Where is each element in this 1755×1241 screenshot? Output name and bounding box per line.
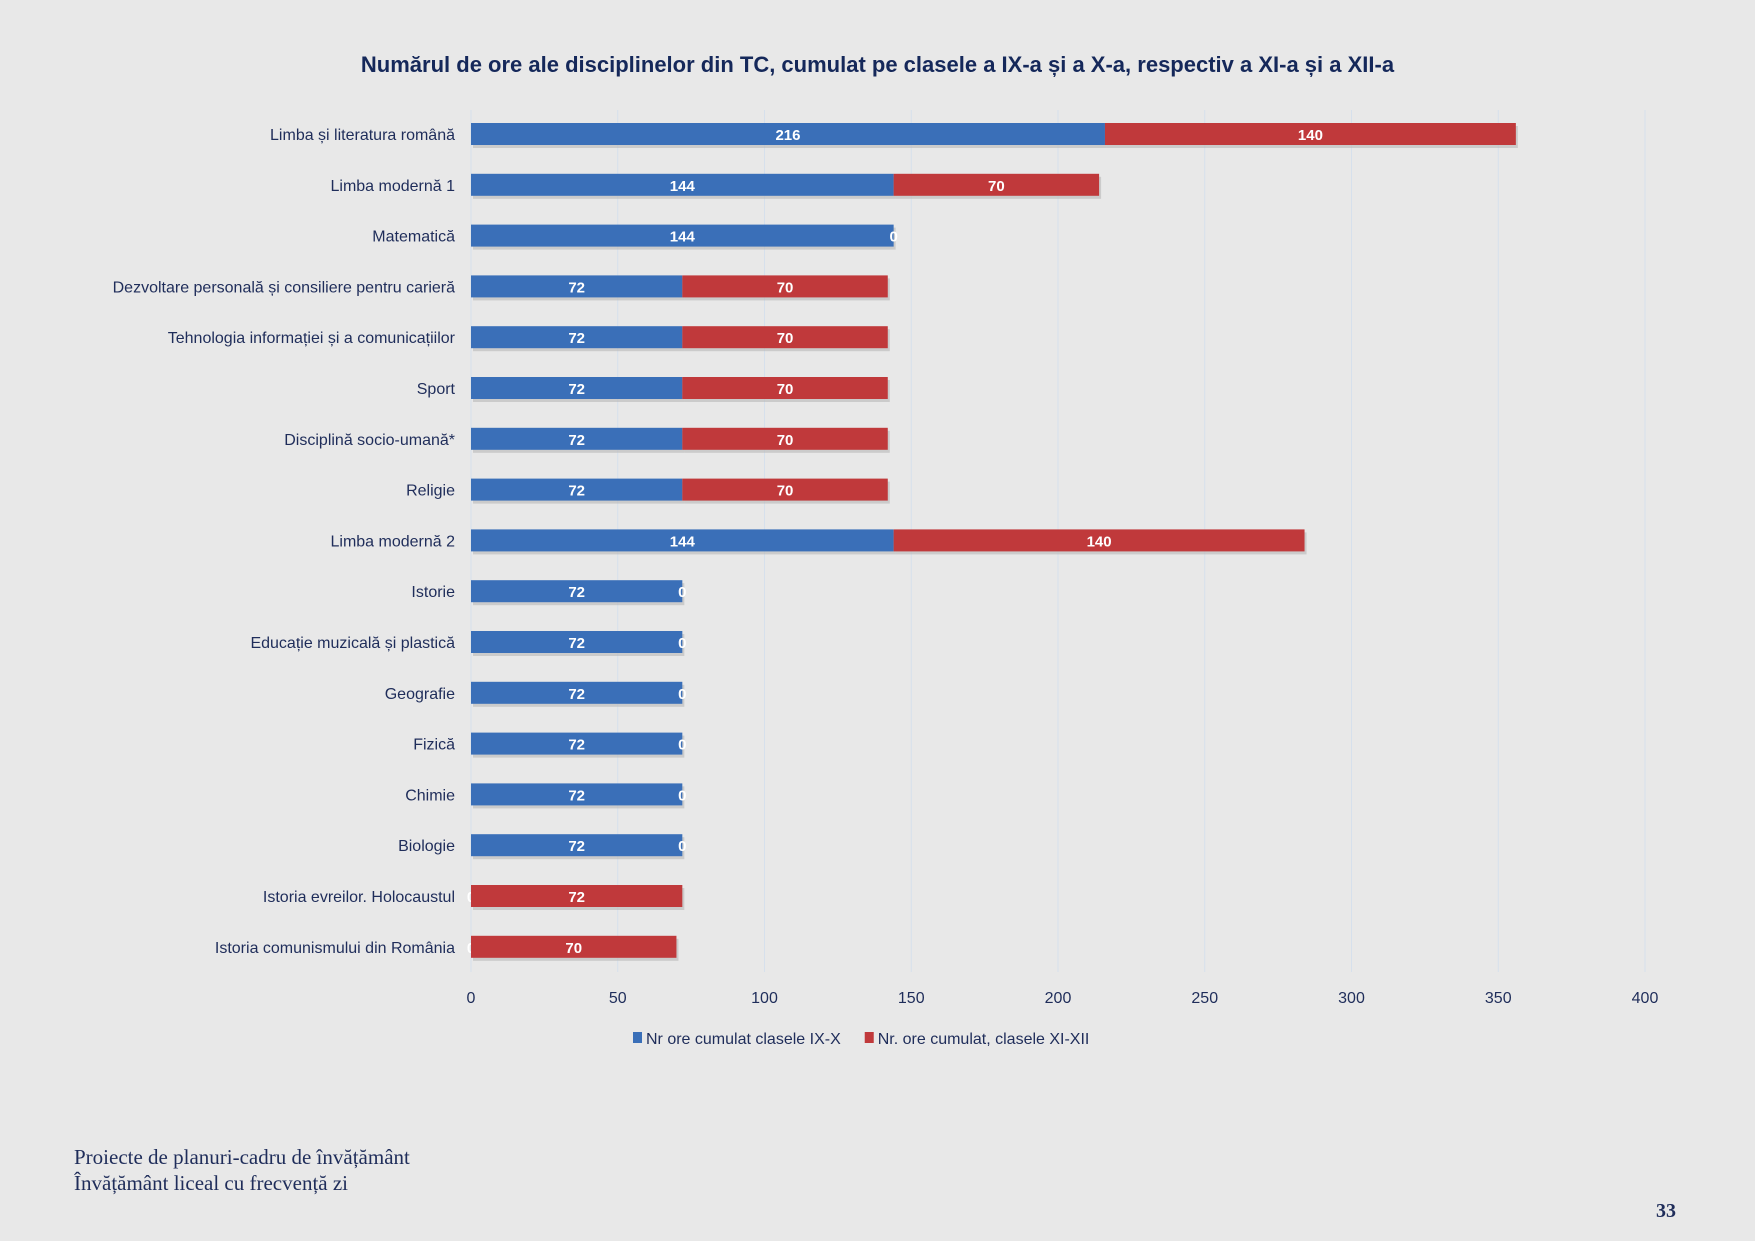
bar-segment-xi-xii xyxy=(1104,123,1516,145)
chart-title: Numărul de ore ale disciplinelor din TC,… xyxy=(360,52,1395,77)
data-label: 72 xyxy=(568,330,585,347)
footer-line-1: Proiecte de planuri-cadru de învățământ xyxy=(74,1145,410,1169)
bar-segment-xi-xii xyxy=(682,377,888,399)
data-label: 70 xyxy=(777,279,794,296)
data-label: 216 xyxy=(775,127,800,144)
bar-segment-ix-x xyxy=(471,377,683,399)
data-label: 72 xyxy=(568,686,585,703)
page-number: 33 xyxy=(1656,1200,1676,1222)
data-label: 0 xyxy=(678,686,686,703)
category-label: Sport xyxy=(417,381,456,398)
data-label: 72 xyxy=(568,279,585,296)
bar-segment-xi-xii xyxy=(682,478,888,501)
category-label: Geografie xyxy=(385,686,455,703)
bar-segment-xi-xii xyxy=(682,275,888,298)
data-label: 72 xyxy=(568,483,585,500)
data-label: 72 xyxy=(568,838,585,855)
bar-segment-ix-x xyxy=(471,275,683,298)
bar-segment-xi-xii xyxy=(471,885,683,907)
data-label: 0 xyxy=(678,838,686,855)
bar-segment-xi-xii xyxy=(682,427,888,450)
data-label: 144 xyxy=(670,178,696,195)
bar-segment-ix-x xyxy=(471,834,683,857)
data-label: 144 xyxy=(670,229,696,246)
data-label: 70 xyxy=(988,178,1005,195)
data-label: 72 xyxy=(568,635,585,652)
data-label: 72 xyxy=(568,584,585,601)
category-label: Istorie xyxy=(411,584,455,601)
bar-segment-ix-x xyxy=(471,224,894,247)
category-label: Istoria comunismului din România xyxy=(215,940,455,957)
stacked-bar-chart: 0 50 100 150 200 250 300 350 400 Limba și literat… xyxy=(113,110,1659,1048)
data-label: 70 xyxy=(777,330,794,347)
category-label: Limba modernă 2 xyxy=(330,533,455,550)
category-label: Limba și literatura română xyxy=(270,127,455,144)
x-tick-label: 350 xyxy=(1485,990,1512,1007)
data-label: 144 xyxy=(670,533,696,550)
data-label: 70 xyxy=(565,940,582,957)
category-label: Limba modernă 1 xyxy=(330,178,455,195)
data-label: 0 xyxy=(678,635,686,652)
bar-segment-ix-x xyxy=(471,580,683,603)
x-tick-label: 150 xyxy=(898,990,925,1007)
x-tick-label: 50 xyxy=(609,990,627,1007)
category-label: Chimie xyxy=(405,787,455,804)
category-label: Dezvoltare personală și consiliere pentr… xyxy=(113,279,455,296)
bar-segment-ix-x xyxy=(471,123,1105,145)
bar-segment-xi-xii xyxy=(893,529,1305,552)
bar-segment-ix-x xyxy=(471,478,683,501)
x-tick-label: 100 xyxy=(751,990,778,1007)
data-label: 72 xyxy=(568,432,585,449)
data-label: 0 xyxy=(678,584,686,601)
data-label: 70 xyxy=(777,381,794,398)
x-tick-label: 200 xyxy=(1045,990,1072,1007)
footer-line-2: Învățământ liceal cu frecvență zi xyxy=(74,1171,349,1195)
bar-segment-ix-x xyxy=(471,631,683,653)
data-label: 72 xyxy=(568,737,585,754)
data-label: 0 xyxy=(889,229,897,246)
category-label: Matematică xyxy=(372,229,455,246)
category-label: Disciplină socio-umană* xyxy=(284,432,455,449)
x-tick-label: 0 xyxy=(467,990,476,1007)
category-label: Biologie xyxy=(398,838,455,855)
category-label: Istoria evreilor. Holocaustul xyxy=(263,889,455,906)
data-label: 70 xyxy=(777,432,794,449)
bar-segment-ix-x xyxy=(471,783,683,806)
data-label: 72 xyxy=(568,889,585,906)
data-label: 0 xyxy=(678,787,686,804)
category-label: Tehnologia informației și a comunicațiil… xyxy=(168,330,456,347)
bar-segment-xi-xii xyxy=(471,935,677,958)
category-label: Educație muzicală și plastică xyxy=(250,635,455,652)
bar-segment-ix-x xyxy=(471,681,683,704)
bar-segment-ix-x xyxy=(471,732,683,755)
bar-segment-ix-x xyxy=(471,326,683,349)
x-tick-label: 400 xyxy=(1632,990,1659,1007)
legend-swatch xyxy=(633,1032,642,1043)
data-label: 140 xyxy=(1298,127,1323,144)
bar-segment-xi-xii xyxy=(893,173,1100,196)
data-label: 140 xyxy=(1087,533,1112,550)
category-label: Fizică xyxy=(413,737,455,754)
x-tick-label: 250 xyxy=(1191,990,1218,1007)
bar-segment-xi-xii xyxy=(682,326,888,349)
data-label: 72 xyxy=(568,787,585,804)
data-label: 72 xyxy=(568,381,585,398)
bar-segment-ix-x xyxy=(471,173,894,196)
legend-swatch xyxy=(864,1032,874,1043)
legend-label: Nr ore cumulat clasele IX-X xyxy=(646,1031,841,1048)
category-label: Religie xyxy=(406,483,455,500)
bar-segment-ix-x xyxy=(471,529,894,552)
x-tick-label: 300 xyxy=(1338,990,1365,1007)
data-label: 0 xyxy=(678,737,686,754)
data-label: 70 xyxy=(777,483,794,500)
bar-segment-ix-x xyxy=(471,427,683,450)
legend-label: Nr. ore cumulat, clasele XI-XII xyxy=(878,1031,1090,1048)
